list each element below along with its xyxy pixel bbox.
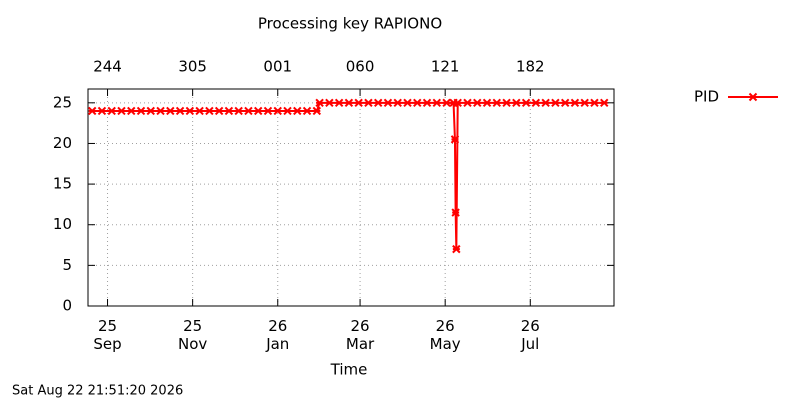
timestamp: Sat Aug 22 21:51:20 2026 — [12, 384, 183, 399]
data-point — [146, 106, 155, 116]
data-point — [214, 106, 224, 116]
data-point — [393, 98, 402, 108]
data-point — [600, 98, 609, 108]
data-point — [492, 98, 502, 108]
data-point — [273, 106, 282, 116]
data-point — [521, 98, 531, 108]
data-point — [452, 244, 461, 254]
x-tick-label: 26 Jul — [520, 317, 540, 353]
data-point — [482, 98, 492, 108]
data-point — [748, 92, 758, 102]
data-point — [560, 98, 570, 108]
data-point — [136, 106, 146, 116]
legend-label: PID — [694, 88, 719, 106]
data-point — [293, 106, 302, 116]
y-tick-label: 25 — [53, 93, 72, 111]
data-point — [312, 106, 322, 116]
x2-tick-label: 060 — [346, 58, 375, 76]
data-point — [87, 106, 97, 116]
data-point — [541, 98, 550, 108]
data-point — [373, 98, 383, 108]
x2-tick-label: 001 — [263, 58, 292, 76]
data-point — [364, 98, 373, 108]
data-point — [107, 106, 116, 116]
series-line — [92, 101, 605, 250]
x-tick-label: 26 Mar — [346, 317, 375, 353]
data-point — [473, 98, 482, 108]
data-point — [127, 106, 136, 116]
y-tick-label: 20 — [53, 134, 72, 152]
data-point — [205, 106, 214, 116]
x-tick-label: 25 Sep — [93, 317, 121, 353]
y-tick-label: 10 — [53, 215, 72, 233]
chart-title: Processing key RAPIONO — [258, 15, 442, 33]
data-point — [117, 106, 126, 116]
x2-tick-label: 182 — [516, 58, 545, 76]
data-point — [551, 98, 560, 108]
data-point — [590, 98, 599, 108]
data-point — [315, 98, 324, 108]
data-point — [244, 106, 253, 116]
data-point — [442, 98, 451, 108]
data-point — [325, 98, 334, 108]
data-point — [254, 106, 263, 116]
data-point — [166, 106, 175, 116]
x-tick-label: 25 Nov — [178, 317, 207, 353]
data-point — [195, 106, 204, 116]
data-point — [531, 98, 541, 108]
data-point — [463, 98, 472, 108]
data-point — [413, 98, 422, 108]
x-axis-label: Time — [330, 361, 368, 379]
data-point — [97, 106, 107, 116]
data-point — [334, 98, 344, 108]
x2-tick-label: 121 — [431, 58, 460, 76]
data-point — [383, 98, 393, 108]
data-point — [185, 106, 195, 116]
x2-tick-label: 305 — [178, 58, 207, 76]
plot-frame — [87, 88, 615, 307]
y-tick-label: 5 — [62, 256, 72, 274]
data-point — [502, 98, 511, 108]
data-point — [580, 98, 589, 108]
data-point — [302, 106, 312, 116]
data-point — [354, 98, 363, 108]
data-point — [403, 98, 412, 108]
data-point — [283, 106, 292, 116]
data-point — [263, 106, 273, 116]
data-point — [422, 98, 432, 108]
data-point — [234, 106, 243, 116]
data-point — [344, 98, 354, 108]
y-tick-label: 15 — [53, 175, 72, 193]
data-point — [224, 106, 234, 116]
data-point — [156, 106, 165, 116]
data-point — [175, 106, 185, 116]
data-point — [453, 98, 462, 108]
x2-tick-label: 244 — [93, 58, 122, 76]
data-point — [512, 98, 521, 108]
data-point — [451, 208, 460, 217]
x-tick-label: 26 Jan — [265, 317, 289, 353]
y-tick-label: 0 — [62, 297, 72, 315]
data-point — [570, 98, 580, 108]
data-point — [432, 98, 442, 108]
x-tick-label: 26 May — [430, 317, 461, 353]
data-point — [450, 135, 460, 144]
